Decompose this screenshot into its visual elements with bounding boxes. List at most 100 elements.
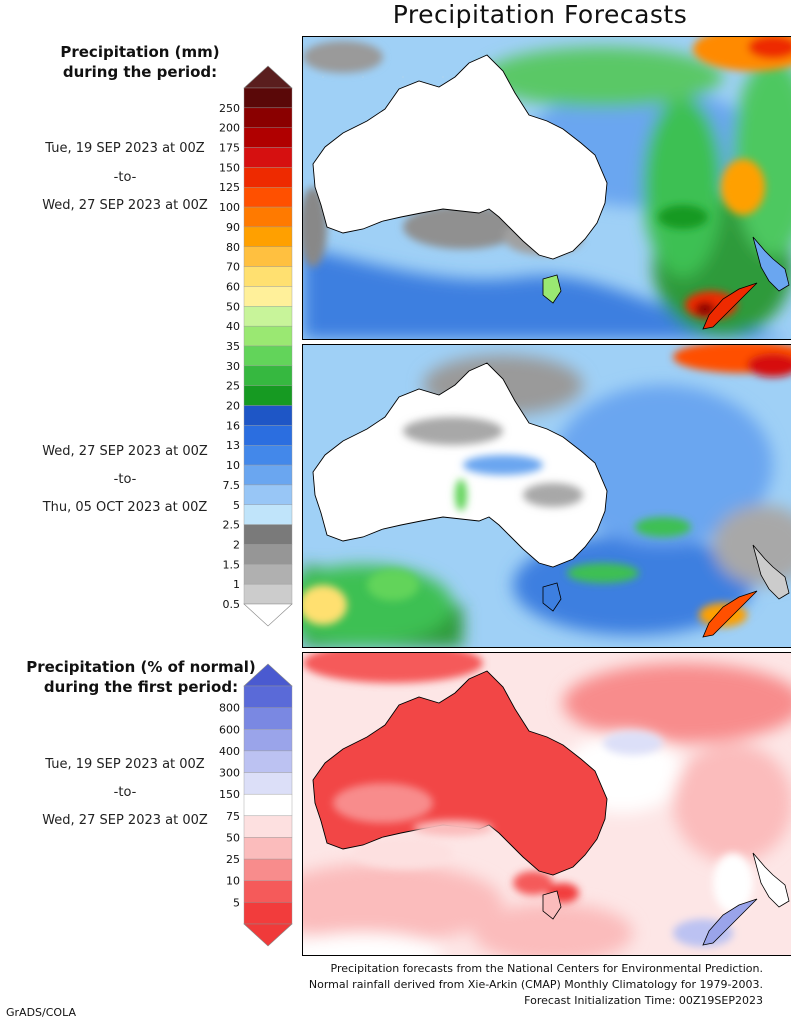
australia-landmass	[312, 54, 608, 260]
pct-colorbar-tick-label: 75	[226, 810, 240, 823]
pct-colorbar-swatch	[243, 858, 293, 881]
mm-colorbar-tick-label: 13	[226, 439, 240, 452]
mm-colorbar-tick-label: 1.5	[223, 558, 241, 571]
mm-colorbar-tick-label: 0.5	[223, 598, 241, 611]
pct-heading-line1: Precipitation (% of normal)	[26, 658, 256, 676]
pct-colorbar-swatch	[243, 880, 293, 903]
mm-colorbar-swatch	[243, 325, 293, 347]
footer-notes: Precipitation forecasts from the Nationa…	[223, 961, 763, 1009]
pct-colorbar-graphic: 800 600 400 300 150 75 50 25 10 5	[219, 663, 293, 947]
pct-colorbar-tick-label: 300	[219, 767, 240, 780]
mm-colorbar-swatch	[243, 286, 293, 307]
pct-colorbar-tick-label: 10	[226, 875, 240, 888]
pct-normal-map-graphic	[303, 653, 791, 955]
tasmania-3	[542, 890, 562, 920]
pct-colorbar-bottom-cap	[243, 923, 293, 947]
mm-colorbar-swatch	[243, 147, 293, 168]
mm-colorbar-swatch	[243, 583, 293, 605]
mm-colorbar-swatch	[243, 127, 293, 148]
pct-colorbar-top-cap	[243, 663, 293, 687]
period3-from: Tue, 19 SEP 2023 at 00Z	[45, 757, 205, 772]
mm-colorbar-swatch	[243, 226, 293, 247]
mm-colorbar-bottom-cap	[243, 603, 293, 627]
new-zealand-south-2	[702, 590, 758, 638]
mm-colorbar-swatch	[243, 484, 293, 505]
precip-map-period2	[302, 344, 791, 648]
mm-colorbar: 250 200 175 150 125 100 90 80 70 60 50 40 35 30 25 20 16…	[219, 65, 304, 627]
mm-colorbar-tick-label: 2.5	[223, 519, 241, 532]
mm-colorbar-swatch	[243, 306, 293, 327]
mm-heading-line2: during the period:	[62, 63, 218, 81]
new-zealand-south-3	[702, 898, 758, 946]
period2-sep: -to-	[113, 472, 137, 487]
pct-heading-line2: during the first period:	[43, 678, 239, 696]
pct-colorbar-swatch	[243, 772, 293, 795]
period2-to: Thu, 05 OCT 2023 at 00Z	[42, 500, 208, 515]
pct-colorbar-swatch	[243, 902, 293, 925]
mm-colorbar-tick-label: 80	[226, 241, 240, 254]
mm-colorbar-tick-label: 250	[219, 102, 240, 115]
pct-colorbar-swatch	[243, 685, 293, 708]
mm-colorbar-swatch	[243, 405, 293, 426]
mm-colorbar-swatch	[243, 266, 293, 287]
mm-colorbar-tick-label: 50	[226, 300, 240, 313]
mm-colorbar-swatch	[243, 187, 293, 208]
pct-colorbar-swatch	[243, 793, 293, 817]
footer-line3: Forecast Initialization Time: 00Z19SEP20…	[524, 994, 763, 1007]
mm-colorbar-tick-label: 70	[226, 261, 240, 274]
precip-map-period2-graphic	[303, 345, 791, 647]
mm-colorbar-swatch	[243, 167, 293, 188]
grads-credit: GrADS/COLA	[6, 1006, 76, 1019]
mm-colorbar-swatch	[243, 544, 293, 565]
precip-map-period1-graphic	[303, 37, 791, 339]
pct-colorbar-swatch	[243, 815, 293, 838]
mm-colorbar-tick-label: 7.5	[223, 479, 241, 492]
mm-colorbar-swatch	[243, 425, 293, 446]
mm-colorbar-tick-label: 2	[233, 538, 240, 551]
mm-colorbar-tick-label: 10	[226, 459, 240, 472]
pct-colorbar-tick-label: 600	[219, 723, 240, 736]
mm-colorbar-swatch	[243, 445, 293, 466]
mm-colorbar-swatch	[243, 107, 293, 128]
new-zealand-north-3	[752, 852, 790, 908]
mm-colorbar-swatch	[243, 206, 293, 228]
pct-normal-map	[302, 652, 791, 956]
new-zealand-north-2	[752, 544, 790, 600]
pct-colorbar-tick-label: 800	[219, 702, 240, 715]
period1-to: Wed, 27 SEP 2023 at 00Z	[42, 198, 208, 213]
pct-colorbar-swatch	[243, 837, 293, 860]
footer-line2: Normal rainfall derived from Xie-Arkin (…	[308, 978, 763, 991]
pct-colorbar-tick-label: 150	[219, 788, 240, 801]
mm-colorbar-tick-label: 20	[226, 400, 240, 413]
mm-colorbar-tick-label: 60	[226, 280, 240, 293]
mm-colorbar-tick-label: 40	[226, 320, 240, 333]
mm-colorbar-tick-label: 5	[233, 499, 240, 512]
mm-colorbar-top-cap	[243, 65, 293, 89]
period1-sep: -to-	[113, 170, 137, 185]
mm-colorbar-tick-label: 200	[219, 122, 240, 135]
mm-colorbar-tick-label: 35	[226, 340, 240, 353]
pct-colorbar-swatch	[243, 707, 293, 730]
tasmania	[542, 274, 562, 304]
mm-colorbar-tick-label: 90	[226, 221, 240, 234]
mm-colorbar-tick-label: 100	[219, 201, 240, 214]
new-zealand-north	[752, 236, 790, 292]
mm-colorbar-swatch	[243, 365, 293, 386]
pct-colorbar-swatch	[243, 729, 293, 752]
period3-to: Wed, 27 SEP 2023 at 00Z	[42, 813, 208, 828]
pct-colorbar-tick-label: 50	[226, 831, 240, 844]
mm-colorbar-swatch	[243, 246, 293, 267]
pct-colorbar-tick-label: 25	[226, 853, 240, 866]
pct-colorbar-tick-label: 400	[219, 745, 240, 758]
page-title: Precipitation Forecasts	[392, 0, 688, 29]
precip-map-period1	[302, 36, 791, 340]
mm-colorbar-swatch	[243, 564, 293, 585]
mm-colorbar-tick-label: 150	[219, 161, 240, 174]
mm-legend-heading: Precipitation (mm) during the period:	[30, 42, 250, 82]
tasmania-2	[542, 582, 562, 612]
mm-colorbar-graphic: 2502001751501251009080706050403530252016…	[219, 65, 293, 627]
pct-colorbar-tick-label: 5	[233, 896, 240, 909]
period2-from: Wed, 27 SEP 2023 at 00Z	[42, 444, 208, 459]
mm-colorbar-swatch	[243, 464, 293, 486]
mm-colorbar-tick-label: 175	[219, 142, 240, 155]
